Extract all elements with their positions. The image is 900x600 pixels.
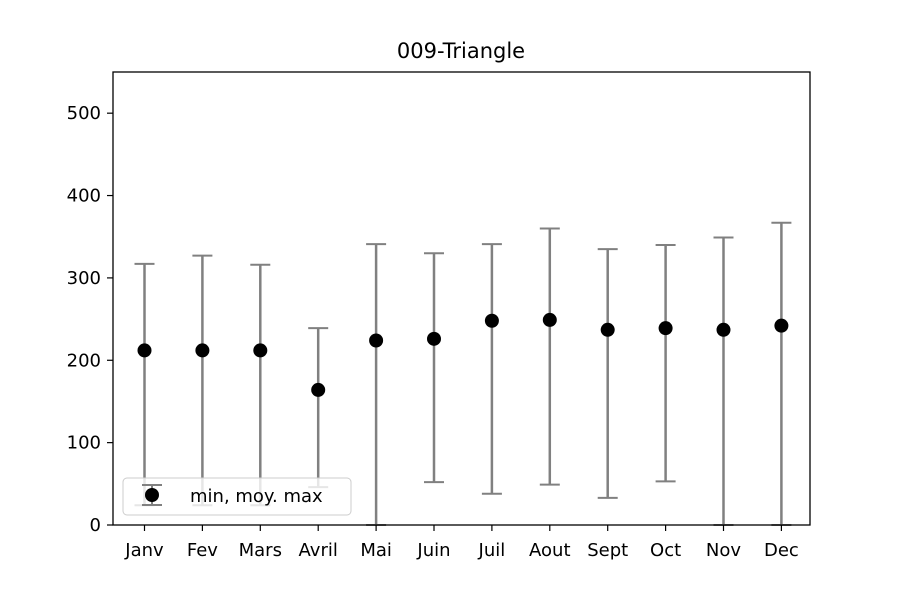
mean-point-Janv <box>137 343 152 358</box>
mean-point-Aout <box>542 312 557 327</box>
y-tick-label: 100 <box>67 433 101 454</box>
x-tick-label: Mai <box>360 540 392 561</box>
y-tick-label: 0 <box>90 515 101 536</box>
mean-point-Fev <box>195 343 210 358</box>
x-tick-label: Sept <box>587 540 628 561</box>
legend-marker <box>145 488 159 502</box>
mean-point-Sept <box>600 322 615 337</box>
mean-point-Mars <box>253 343 268 358</box>
legend-label: min, moy. max <box>190 486 323 507</box>
y-tick-label: 500 <box>67 103 101 124</box>
legend-box <box>122 477 352 516</box>
mean-point-Juin <box>427 331 441 346</box>
legend: min, moy. max <box>122 477 352 516</box>
x-tick-label: Janv <box>124 540 164 561</box>
x-tick-label: Dec <box>764 540 799 561</box>
plot-marks <box>134 221 792 526</box>
mean-point-Oct <box>658 321 673 336</box>
x-tick-label: Juil <box>478 540 506 561</box>
plot-frame <box>112 71 811 526</box>
x-axis: Janv Fev Mars Avril Mai Juin Juil Aout Sept Oct No… <box>124 525 799 561</box>
x-tick-label: Nov <box>706 540 741 561</box>
chart-title: 009-Triangle <box>397 39 525 63</box>
y-tick-label: 200 <box>67 350 101 371</box>
mean-point-Avril <box>311 382 326 397</box>
x-tick-label: Avril <box>299 540 338 561</box>
x-tick-label: Aout <box>529 540 570 561</box>
x-tick-label: Fev <box>187 540 218 561</box>
x-tick-label: Oct <box>650 540 681 561</box>
mean-point-Dec <box>774 318 789 333</box>
y-tick-label: 400 <box>67 186 101 207</box>
x-tick-label: Juin <box>416 540 450 561</box>
mean-point-Nov <box>716 322 731 337</box>
mean-point-Juil <box>484 313 499 328</box>
x-tick-label: Mars <box>239 540 282 561</box>
y-axis: 0 100 200 300 400 500 <box>67 103 113 536</box>
y-tick-label: 300 <box>67 268 101 289</box>
mean-point-Mai <box>369 333 384 348</box>
